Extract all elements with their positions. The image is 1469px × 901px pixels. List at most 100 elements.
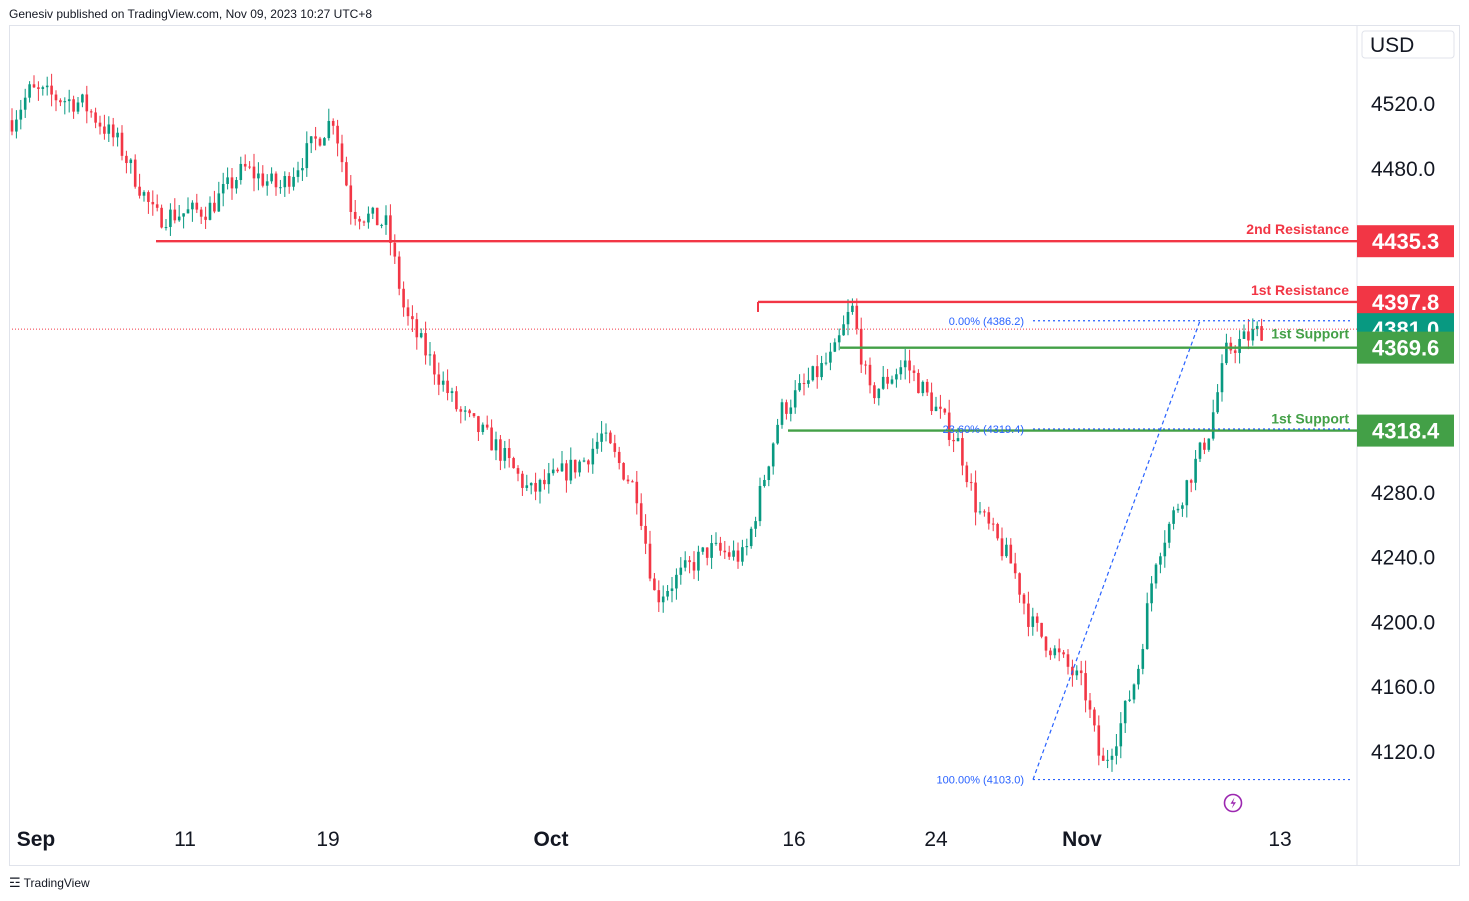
candle-body (397, 256, 401, 289)
date-tick-label: Sep (17, 828, 56, 851)
candle-body (323, 138, 326, 146)
candle-body (89, 111, 93, 113)
candle-body (961, 438, 964, 466)
candle-body (133, 159, 137, 187)
candle-body (499, 439, 502, 461)
candle-body (37, 87, 40, 89)
candle-body (811, 366, 815, 381)
candle-body (639, 503, 643, 526)
candle-body (1027, 603, 1030, 627)
candle-body (723, 550, 727, 553)
support1a-price-tag (1357, 331, 1454, 364)
candle-body (296, 170, 300, 177)
candle-body (503, 448, 507, 461)
chart-frame[interactable] (9, 25, 1460, 866)
support1b-price-tag-text: 4318.4 (1372, 419, 1440, 444)
candle-body (32, 84, 36, 88)
support1b-price-tag (1357, 414, 1454, 447)
candle-body (710, 543, 713, 558)
resistance1-price-tag (1357, 285, 1454, 318)
candle-body (367, 213, 370, 223)
candle-body (226, 177, 229, 184)
candle-body (525, 485, 529, 488)
candle-body (815, 366, 819, 378)
candle-body (758, 485, 762, 522)
footer-brand: ☲ TradingView (9, 875, 90, 891)
candle-body (23, 97, 27, 110)
candle-body (1013, 563, 1017, 574)
fib-label-bottom: 100.00% (4103.0) (937, 775, 1024, 787)
date-tick-label: Nov (1062, 828, 1102, 851)
candle-body (349, 185, 353, 212)
candle-body (824, 362, 828, 364)
candle-body (1009, 544, 1013, 564)
candle-body (1141, 649, 1145, 669)
candle-body (155, 204, 159, 208)
candle-body (683, 560, 687, 568)
fibonacci-retracement[interactable]: 0.00% (4386.2) 23.60% (4319.4) 100.00% (41… (937, 316, 1352, 787)
candle-body (587, 460, 590, 465)
candle-body (1198, 442, 1202, 459)
candle-body (331, 120, 335, 126)
currency-box[interactable] (1361, 30, 1455, 59)
candle-body (1233, 350, 1237, 353)
candle-body (327, 120, 331, 139)
candle-body (204, 216, 207, 220)
candle-body (318, 138, 322, 146)
price-tick-label: 4480.0 (1371, 158, 1435, 181)
candle-body (243, 163, 247, 167)
candle-body (463, 410, 467, 412)
candle-body (842, 324, 845, 336)
candle-body (371, 207, 375, 214)
time-axis[interactable]: Sep 11 19 Oct 16 24 Nov 13 (17, 828, 1292, 851)
candle-body (851, 305, 854, 312)
candle-body (983, 511, 986, 513)
fib-label-mid: 23.60% (4319.4) (943, 424, 1024, 436)
candle-body (996, 524, 999, 539)
candle-body (1093, 709, 1096, 726)
resistance2-price-tag (1357, 225, 1454, 258)
candle-body (1242, 331, 1246, 339)
price-tick-label: 4520.0 (1371, 93, 1435, 116)
fib-trend-line[interactable] (1032, 320, 1201, 780)
candle-body (763, 480, 766, 486)
lightning-icon[interactable] (1223, 793, 1243, 813)
date-tick-label: 13 (1268, 828, 1291, 851)
candle-body (261, 173, 265, 186)
candle-body (1079, 670, 1083, 674)
candle-body (107, 124, 111, 134)
candle-body (837, 335, 841, 343)
price-axis[interactable]: 4520.0 4480.0 4280.0 4240.0 4200.0 4160.0 4120… (1371, 93, 1435, 764)
candle-body (1132, 684, 1136, 700)
candle-body (309, 136, 313, 144)
candle-body (54, 94, 58, 101)
candle-body (76, 102, 80, 112)
candle-body (516, 468, 520, 474)
candle-body (965, 465, 969, 483)
candle-body (947, 412, 951, 440)
candle-body (600, 433, 603, 442)
candle-body (868, 364, 872, 386)
candle-body (15, 119, 18, 132)
candle-body (98, 122, 102, 127)
candle-body (833, 342, 837, 352)
candlestick-series (10, 73, 1263, 772)
candle-body (1022, 594, 1026, 604)
candle-body (441, 380, 445, 385)
candle-body (1000, 538, 1004, 557)
candle-body (50, 85, 53, 95)
candle-body (956, 438, 960, 442)
candle-body (230, 177, 234, 189)
candle-body (1110, 755, 1114, 760)
candle-body (81, 94, 84, 103)
candle-body (917, 372, 920, 394)
candle-body (160, 207, 163, 228)
candle-body (701, 547, 705, 552)
candle-body (393, 242, 397, 257)
candle-body (565, 463, 568, 481)
candle-body (1018, 573, 1021, 595)
candle-body (925, 381, 929, 393)
candle-body (648, 543, 652, 579)
candle-body (1053, 648, 1057, 656)
